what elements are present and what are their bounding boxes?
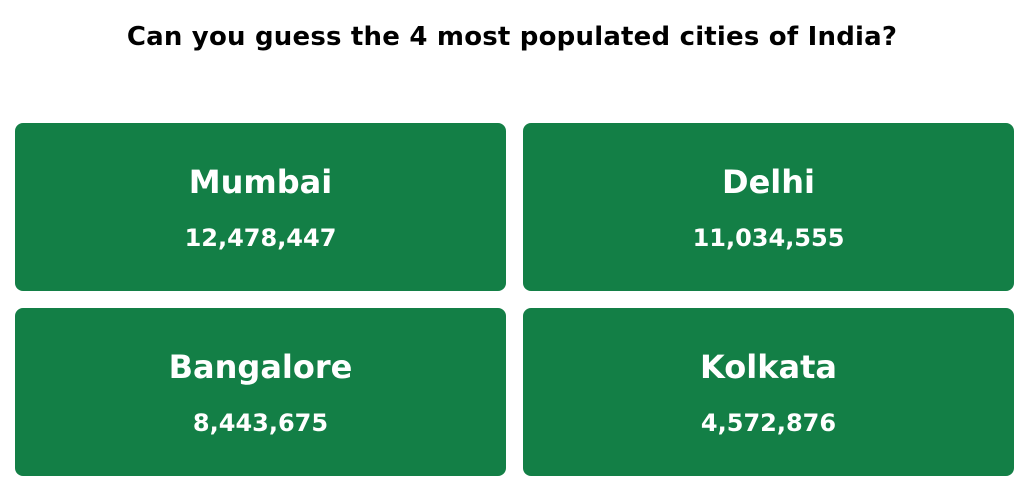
card-city-name: Bangalore [168, 348, 353, 386]
card-city-name: Mumbai [188, 163, 333, 201]
answer-card-delhi[interactable]: Delhi 11,034,555 [523, 123, 1014, 291]
card-population: 4,572,876 [700, 409, 837, 437]
card-population: 8,443,675 [192, 409, 329, 437]
card-population: 11,034,555 [692, 224, 845, 252]
answer-card-mumbai[interactable]: Mumbai 12,478,447 [15, 123, 506, 291]
answer-card-kolkata[interactable]: Kolkata 4,572,876 [523, 308, 1014, 476]
card-population: 12,478,447 [184, 224, 337, 252]
answer-grid: Mumbai 12,478,447 Delhi 11,034,555 Banga… [15, 123, 1014, 476]
quiz-question: Can you guess the 4 most populated citie… [126, 22, 898, 52]
answer-card-bangalore[interactable]: Bangalore 8,443,675 [15, 308, 506, 476]
card-city-name: Delhi [722, 163, 815, 201]
card-city-name: Kolkata [700, 348, 837, 386]
